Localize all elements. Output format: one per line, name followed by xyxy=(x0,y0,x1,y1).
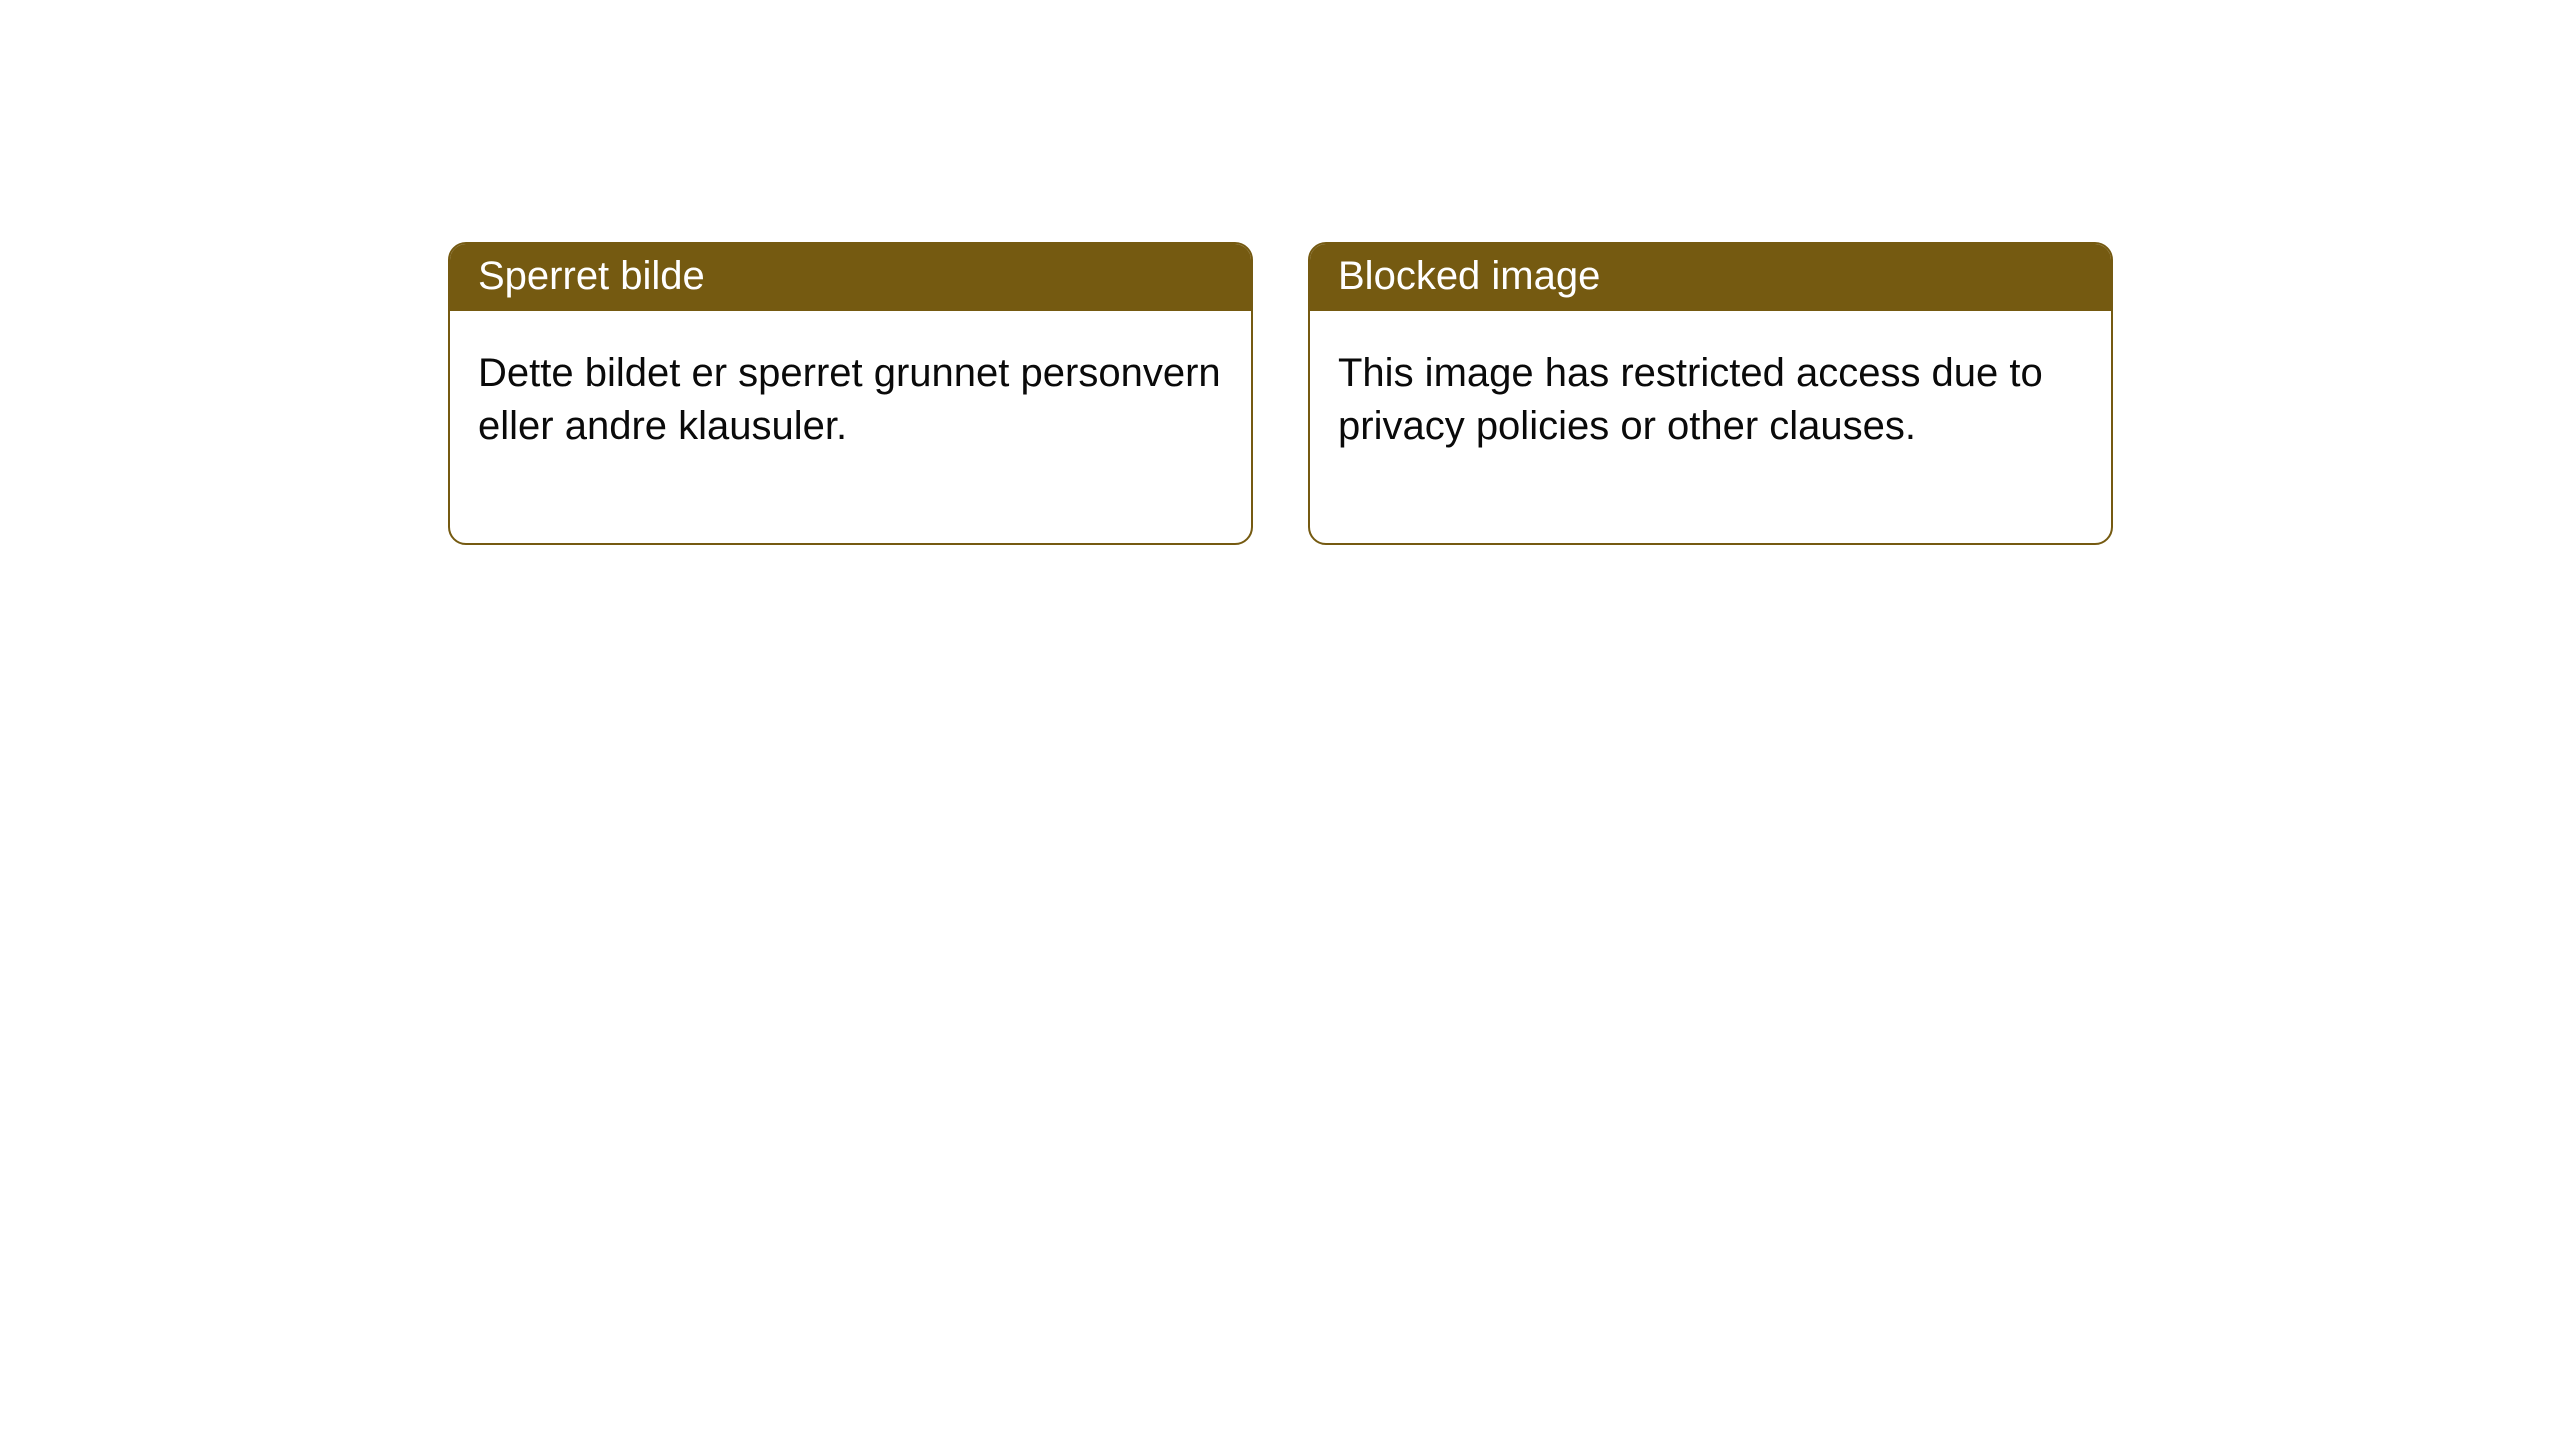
card-header: Sperret bilde xyxy=(450,244,1251,311)
card-body: This image has restricted access due to … xyxy=(1310,311,2111,543)
card-header-text: Sperret bilde xyxy=(478,254,705,298)
notice-container: Sperret bilde Dette bildet er sperret gr… xyxy=(448,242,2560,545)
card-body-text: This image has restricted access due to … xyxy=(1338,351,2043,448)
notice-card-norwegian: Sperret bilde Dette bildet er sperret gr… xyxy=(448,242,1253,545)
card-header: Blocked image xyxy=(1310,244,2111,311)
card-body: Dette bildet er sperret grunnet personve… xyxy=(450,311,1251,543)
notice-card-english: Blocked image This image has restricted … xyxy=(1308,242,2113,545)
card-body-text: Dette bildet er sperret grunnet personve… xyxy=(478,351,1221,448)
card-header-text: Blocked image xyxy=(1338,254,1600,298)
